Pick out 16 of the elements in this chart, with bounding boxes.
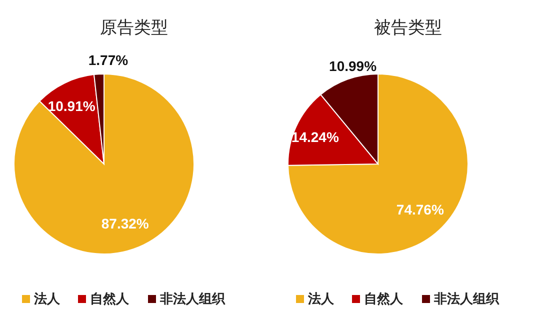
pie-slice — [14, 74, 194, 254]
data-label: 74.76% — [396, 201, 444, 218]
data-label: 10.99% — [329, 58, 378, 74]
chart-title: 被告类型 — [374, 18, 442, 38]
pie-slice — [288, 74, 468, 254]
legend-label: 自然人 — [364, 292, 404, 307]
legend-label: 非法人组织 — [159, 292, 226, 307]
legend-label: 法人 — [33, 292, 61, 307]
legend-label: 自然人 — [90, 292, 130, 307]
legend-label: 非法人组织 — [433, 292, 500, 307]
legend-label: 法人 — [307, 292, 335, 307]
data-label: 10.91% — [48, 98, 96, 114]
chart-title: 原告类型 — [100, 18, 168, 38]
data-label: 87.32% — [101, 216, 150, 232]
data-label: 1.77% — [88, 52, 129, 68]
data-label: 14.24% — [291, 128, 340, 145]
